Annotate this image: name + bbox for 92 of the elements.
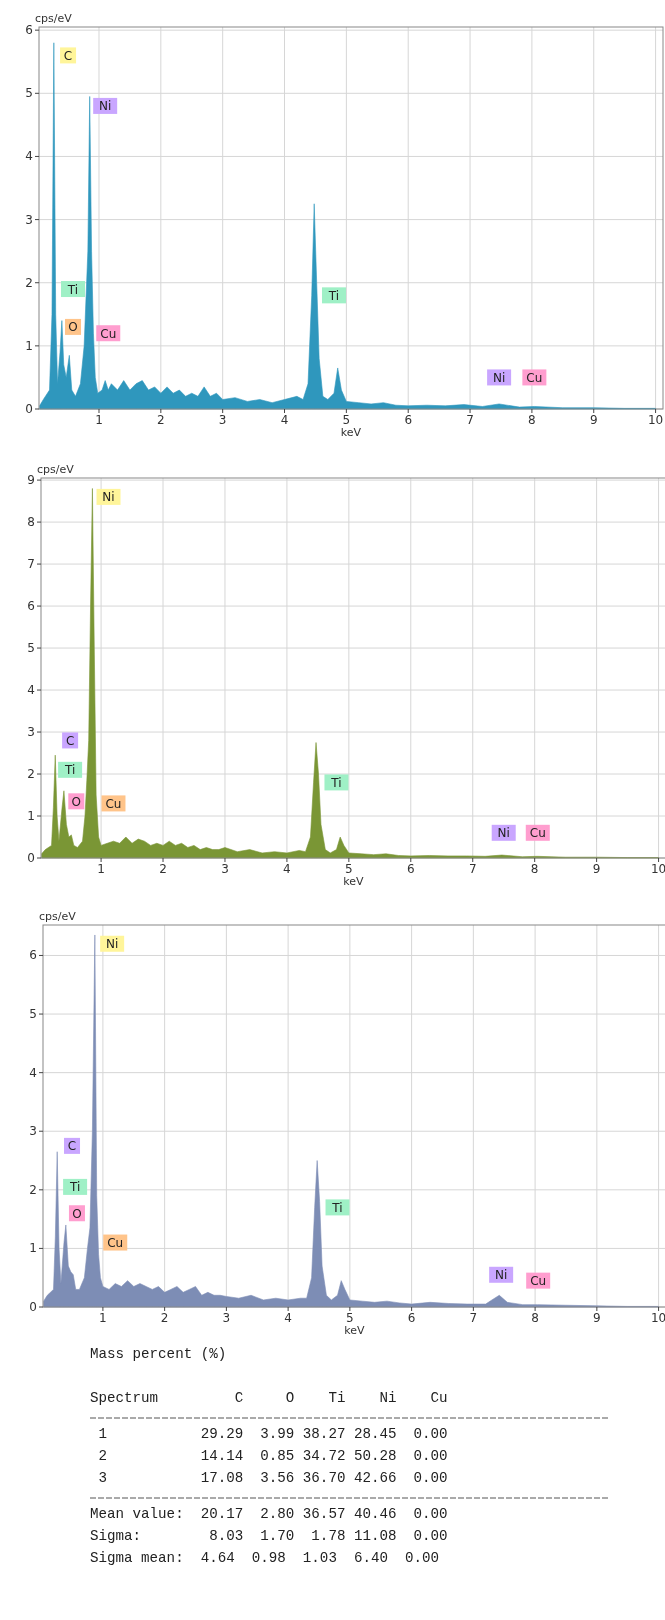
annotation: Cu [530, 1274, 547, 1289]
text: 3 17.08 3.56 36.70 42.66 0.00 [90, 1470, 448, 1486]
annotation: Ti [331, 1200, 343, 1215]
y-tick-label: 3 [25, 212, 33, 227]
y-tick-label: 4 [29, 1065, 37, 1080]
y-tick-label: 3 [29, 1124, 37, 1139]
y-tick-label: 2 [25, 275, 33, 290]
x-axis-title: keV [340, 426, 362, 439]
annotation: Ti [330, 775, 342, 790]
y-tick-label: 0 [29, 1300, 37, 1314]
annotation: Ni [99, 99, 112, 114]
text: 1 29.29 3.99 38.27 28.45 0.00 [90, 1426, 448, 1442]
y-tick-label: 9 [27, 473, 35, 488]
x-tick-label: 3 [218, 413, 227, 427]
x-tick-label: 7 [466, 413, 474, 427]
y-axis-title: cps/eV [39, 910, 77, 923]
text: Spectrum C O Ti Ni Cu [90, 1390, 448, 1406]
y-tick-label: 5 [25, 86, 33, 101]
annotation: Ti [68, 1180, 81, 1195]
annotation: C [65, 733, 75, 748]
x-tick-label: 3 [221, 862, 229, 876]
y-tick-label: 2 [27, 767, 35, 782]
annotation: C [67, 1139, 77, 1154]
x-tick-label: 2 [159, 862, 167, 876]
y-tick-label: 2 [29, 1182, 37, 1197]
x-tick-label: 9 [593, 1311, 601, 1325]
y-tick-label: 0 [25, 402, 33, 416]
x-tick-label: 9 [592, 862, 601, 876]
annotation: Ni [106, 937, 119, 952]
annotation: Cu [526, 370, 543, 385]
annotation: O [68, 320, 78, 335]
x-tick-label: 10 [650, 862, 665, 876]
annotation: Ni [102, 490, 115, 505]
y-tick-label: 1 [25, 338, 33, 353]
x-tick-label: 4 [283, 862, 291, 876]
text: Mass percent (%) [90, 1346, 227, 1362]
x-tick-label: 9 [589, 413, 598, 427]
x-tick-label: 4 [280, 413, 289, 427]
annotation: Cu [100, 326, 117, 341]
y-tick-label: 6 [27, 599, 35, 614]
x-tick-label: 5 [345, 862, 353, 876]
y-tick-label: 0 [27, 851, 35, 865]
x-tick-label: 10 [650, 1311, 665, 1325]
annotation: O [71, 794, 82, 809]
annotation: Ti [63, 763, 76, 778]
annotation: C [63, 48, 73, 63]
y-tick-label: 1 [27, 809, 35, 824]
x-tick-label: 6 [406, 862, 415, 876]
text: 2 14.14 0.85 34.72 50.28 0.00 [90, 1448, 448, 1464]
y-tick-label: 8 [27, 515, 35, 530]
y-tick-label: 6 [25, 23, 33, 38]
x-tick-label: 10 [647, 413, 664, 427]
x-tick-label: 4 [284, 1311, 292, 1325]
x-tick-label: 1 [99, 1311, 107, 1325]
y-axis-title: cps/eV [37, 463, 75, 476]
x-axis-title: keV [343, 875, 365, 888]
annotation: Ti [327, 288, 340, 303]
x-tick-label: 5 [342, 413, 351, 427]
x-tick-label: 8 [528, 413, 536, 427]
annotation: Cu [107, 1236, 124, 1251]
y-tick-label: 6 [29, 948, 37, 963]
x-tick-label: 2 [157, 413, 165, 427]
x-tick-label: 5 [346, 1311, 354, 1325]
y-tick-label: 4 [27, 683, 35, 698]
x-tick-label: 8 [531, 1311, 539, 1325]
y-tick-label: 3 [27, 725, 35, 740]
x-tick-label: 7 [468, 862, 477, 876]
y-axis-title: cps/eV [35, 12, 73, 25]
x-tick-label: 2 [160, 1311, 169, 1325]
x-tick-label: 6 [407, 1311, 416, 1325]
text: Mean value: 20.17 2.80 36.57 40.46 0.00 [90, 1506, 448, 1522]
annotation: Ni [494, 1268, 508, 1283]
x-tick-label: 1 [95, 413, 103, 427]
y-tick-label: 7 [27, 557, 35, 572]
x-axis-title: keV [344, 1324, 366, 1337]
x-tick-label: 1 [97, 862, 105, 876]
y-tick-label: 4 [25, 149, 33, 164]
annotation: Cu [529, 826, 546, 841]
text: Sigma mean: 4.64 0.98 1.03 6.40 0.00 [90, 1550, 440, 1566]
y-tick-label: 5 [27, 641, 35, 656]
annotation: Ni [492, 370, 506, 385]
annotation: O [72, 1206, 82, 1221]
text: Sigma: 8.03 1.70 1.78 11.08 0.00 [90, 1528, 448, 1544]
x-tick-label: 6 [404, 413, 413, 427]
annotation: Cu [105, 796, 122, 811]
y-tick-label: 1 [29, 1241, 37, 1256]
x-tick-label: 3 [222, 1311, 231, 1325]
annotation: Ti [66, 282, 79, 297]
x-tick-label: 8 [530, 862, 539, 876]
annotation: Ni [497, 826, 510, 841]
y-tick-label: 5 [29, 1007, 37, 1022]
x-tick-label: 7 [469, 1311, 478, 1325]
